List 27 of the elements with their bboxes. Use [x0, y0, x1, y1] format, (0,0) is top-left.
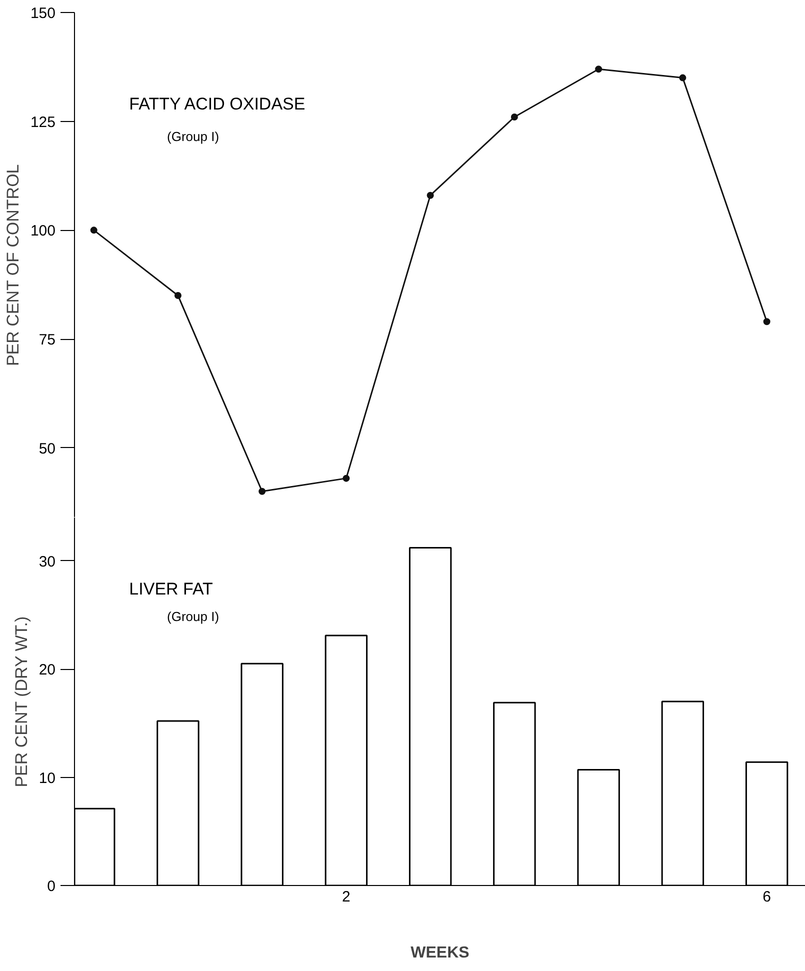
- y-tick-label: 50: [38, 440, 56, 458]
- y-tick-label: 100: [30, 222, 56, 240]
- point: [510, 113, 518, 120]
- y-tick-label: 125: [30, 114, 56, 131]
- annotation: FATTY ACID OXIDASE: [129, 94, 306, 114]
- point: [679, 74, 686, 82]
- annotation: LIVER FAT: [129, 579, 213, 598]
- annotation: (Group I): [167, 128, 220, 144]
- y-axis-title: PER CENT OF CONTROL: [3, 164, 22, 366]
- y-tick-label: 20: [38, 662, 56, 679]
- point: [174, 292, 182, 299]
- x-axis-title: WEEKS: [410, 944, 470, 962]
- y-axis-title: PER CENT (DRY WT.): [12, 616, 31, 788]
- point: [90, 226, 98, 234]
- x-tick-label: 2: [342, 888, 350, 906]
- point: [342, 474, 350, 482]
- point: [595, 66, 602, 73]
- y-tick-label: 30: [38, 553, 56, 570]
- x-tick-label: 6: [762, 888, 771, 906]
- y-tick-label: 0: [47, 878, 56, 895]
- y-tick-label: 150: [30, 5, 56, 22]
- y-tick-label: 75: [38, 332, 56, 349]
- point: [763, 318, 770, 326]
- point: [426, 192, 434, 199]
- point: [258, 488, 266, 495]
- y-tick-label: 10: [38, 770, 56, 787]
- annotation: (Group I): [167, 609, 220, 624]
